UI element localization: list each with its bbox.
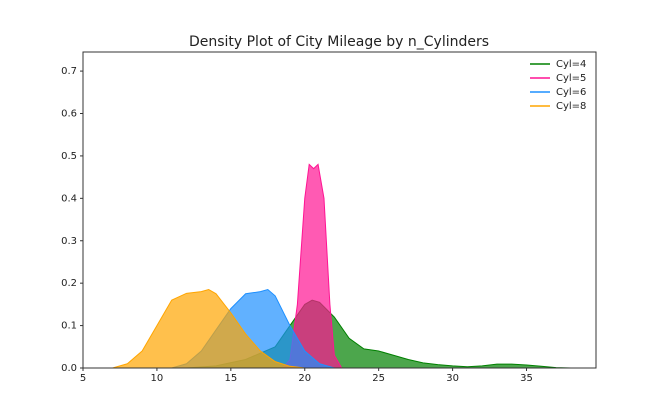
y-tick-label: 0.4 [61,193,77,204]
y-tick-label: 0.2 [61,278,77,289]
plot-frame [82,51,597,369]
y-tick-label: 0.5 [61,151,77,162]
legend-label: Cyl=4 [556,59,586,70]
x-tick-label: 20 [298,373,311,384]
x-tick-label: 15 [224,373,237,384]
x-tick-label: 10 [151,373,164,384]
y-tick-label: 0.1 [61,321,77,332]
x-tick-label: 30 [446,373,459,384]
legend-label: Cyl=6 [556,87,586,98]
x-tick-label: 35 [520,373,533,384]
density-area [112,288,305,369]
legend-label: Cyl=5 [556,73,586,84]
x-tick-label: 25 [372,373,385,384]
y-tick-label: 0.0 [61,363,77,374]
legend-label: Cyl=8 [556,101,586,112]
y-tick-label: 0.7 [61,66,77,77]
chart-title: Density Plot of City Mileage by n_Cylind… [189,34,489,50]
x-tick-label: 5 [80,373,86,384]
y-tick-label: 0.6 [61,109,77,120]
y-tick-label: 0.3 [61,236,77,247]
density-area [281,163,343,369]
